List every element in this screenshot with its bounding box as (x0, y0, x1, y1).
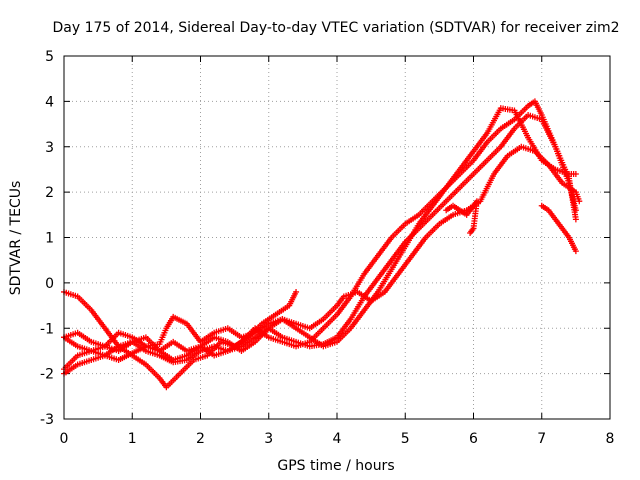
x-tick-label: 5 (401, 431, 410, 447)
y-tick-label: 2 (45, 185, 54, 201)
data-point (467, 229, 474, 236)
series-track-1 (61, 288, 300, 391)
y-tick-label: -1 (40, 321, 54, 337)
data-point (576, 198, 583, 205)
data-point (293, 288, 300, 295)
axis-ticks: 0 1 2 3 4 5 6 7 8 -3 -2 -1 0 1 2 3 4 5 (40, 49, 614, 447)
x-axis-label: GPS time / hours (277, 458, 394, 474)
x-tick-label: 0 (60, 431, 69, 447)
y-tick-label: 3 (45, 140, 54, 156)
data-area (61, 98, 583, 391)
series-track-2 (61, 143, 583, 354)
data-point (572, 170, 579, 177)
x-tick-label: 7 (537, 431, 546, 447)
chart-title: Day 175 of 2014, Sidereal Day-to-day VTE… (53, 20, 620, 36)
x-tick-label: 2 (196, 431, 205, 447)
series-track-6 (538, 202, 579, 255)
series-track-5 (61, 111, 579, 359)
y-axis-label: SDTVAR / TECUs (8, 181, 24, 296)
data-point (572, 248, 579, 255)
x-tick-label: 8 (606, 431, 615, 447)
y-tick-label: 1 (45, 231, 54, 247)
y-tick-label: -3 (40, 412, 54, 428)
y-tick-label: 5 (45, 49, 54, 65)
series-track-4 (61, 98, 579, 373)
y-tick-label: -2 (40, 367, 54, 383)
y-tick-label: 4 (45, 94, 54, 110)
plot-frame (63, 55, 611, 420)
x-tick-label: 6 (469, 431, 478, 447)
data-point (572, 216, 579, 223)
x-tick-label: 1 (128, 431, 137, 447)
x-tick-label: 3 (264, 431, 273, 447)
x-tick-label: 4 (333, 431, 342, 447)
series-track-7 (443, 198, 480, 236)
y-tick-label: 0 (45, 276, 54, 292)
